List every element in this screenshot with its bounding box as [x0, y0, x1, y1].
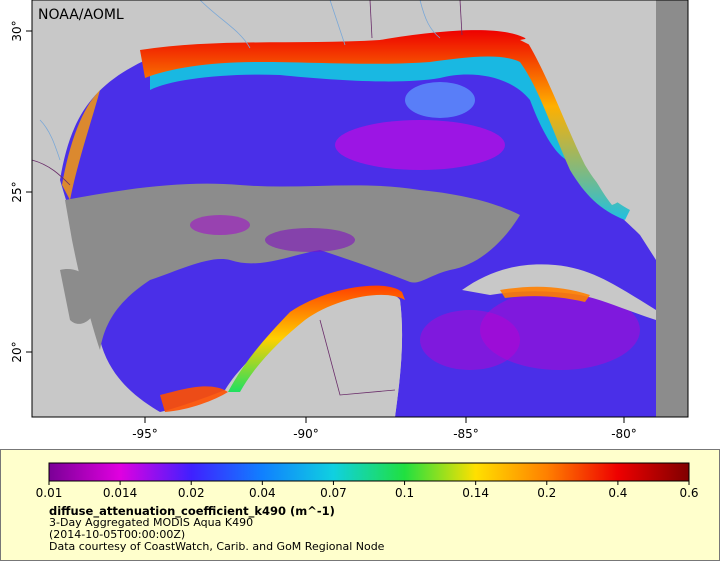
river [419, 0, 441, 39]
yucatan-coastal-turbidity [228, 285, 405, 392]
state-border [319, 319, 396, 396]
river [39, 119, 61, 161]
colorbar: 0.01 0.014 0.02 0.04 0.07 0.1 0.14 0.2 0.4 0.6 [36, 462, 699, 500]
cuba-coastal-turbidity [500, 286, 590, 302]
colorbar-tick-label: 0.04 [249, 486, 276, 500]
colorbar-tick-label: 0.2 [537, 486, 556, 500]
state-border [369, 0, 373, 39]
legend-time-stamp: (2014-10-05T00:00:00Z) [49, 528, 186, 541]
caribbean-patch [420, 310, 520, 370]
watermark-label: NOAA/AOML [38, 7, 124, 23]
western-coastal-turbidity [160, 386, 228, 412]
colorbar-tick-label: 0.07 [320, 486, 347, 500]
central-gulf-patch [265, 228, 355, 252]
map-view[interactable]: -95° -90° -85° -80° 30° 25° 20° NOAA/AOM… [0, 0, 720, 449]
map-frame: -95° -90° -85° -80° 30° 25° 20° NOAA/AOM… [0, 0, 720, 449]
lat-tick-label: 25° [10, 181, 24, 202]
lon-tick-label: -80° [611, 427, 637, 441]
legend-dataset-description: 3-Day Aggregated MODIS Aqua K490 [49, 516, 254, 529]
no-data-cloud-region [65, 183, 520, 350]
shelf-transition [150, 39, 572, 162]
caribbean-patch [480, 290, 640, 370]
plot-border [31, 0, 689, 418]
lat-tick-label: 30° [10, 20, 24, 41]
colorbar-tick-label: 0.14 [462, 486, 489, 500]
legend-credit: Data courtesy of CoastWatch, Carib. and … [49, 540, 385, 553]
colorbar-tick-label: 0.014 [103, 486, 137, 500]
florida-peninsula [520, 20, 656, 205]
western-coastal-turbidity [62, 90, 100, 200]
lon-tick-label: -90° [293, 427, 319, 441]
lon-tick-label: -95° [132, 427, 158, 441]
northern-coastal-turbidity [140, 30, 630, 220]
colorbar-gradient [49, 463, 689, 481]
loop-current-eddy [405, 82, 475, 118]
state-border [459, 0, 463, 36]
colorbar-tick-label: 0.01 [36, 486, 63, 500]
legend-panel: 0.01 0.014 0.02 0.04 0.07 0.1 0.14 0.2 0.4 0.6 di… [0, 449, 720, 561]
no-data-strip [656, 0, 688, 417]
deep-water-patch [335, 120, 505, 170]
river [199, 0, 251, 49]
yucatan-peninsula [225, 292, 403, 417]
lon-tick-label: -85° [453, 427, 479, 441]
axis-ticks [26, 30, 625, 423]
colorbar-tick-label: 0.6 [679, 486, 698, 500]
central-gulf-patch [190, 215, 250, 235]
lat-tick-label: 20° [10, 341, 24, 362]
legend-variable-name: diffuse_attenuation_coefficient_k490 (m^… [49, 504, 335, 518]
no-data-cloud-region [60, 269, 100, 324]
state-border [31, 159, 71, 186]
colorbar-tick-label: 0.02 [178, 486, 205, 500]
colorbar-tick-label: 0.1 [395, 486, 414, 500]
river [329, 0, 346, 46]
colorbar-tick-label: 0.4 [608, 486, 627, 500]
plot-area [31, 0, 689, 418]
colorbar-border [48, 462, 690, 482]
